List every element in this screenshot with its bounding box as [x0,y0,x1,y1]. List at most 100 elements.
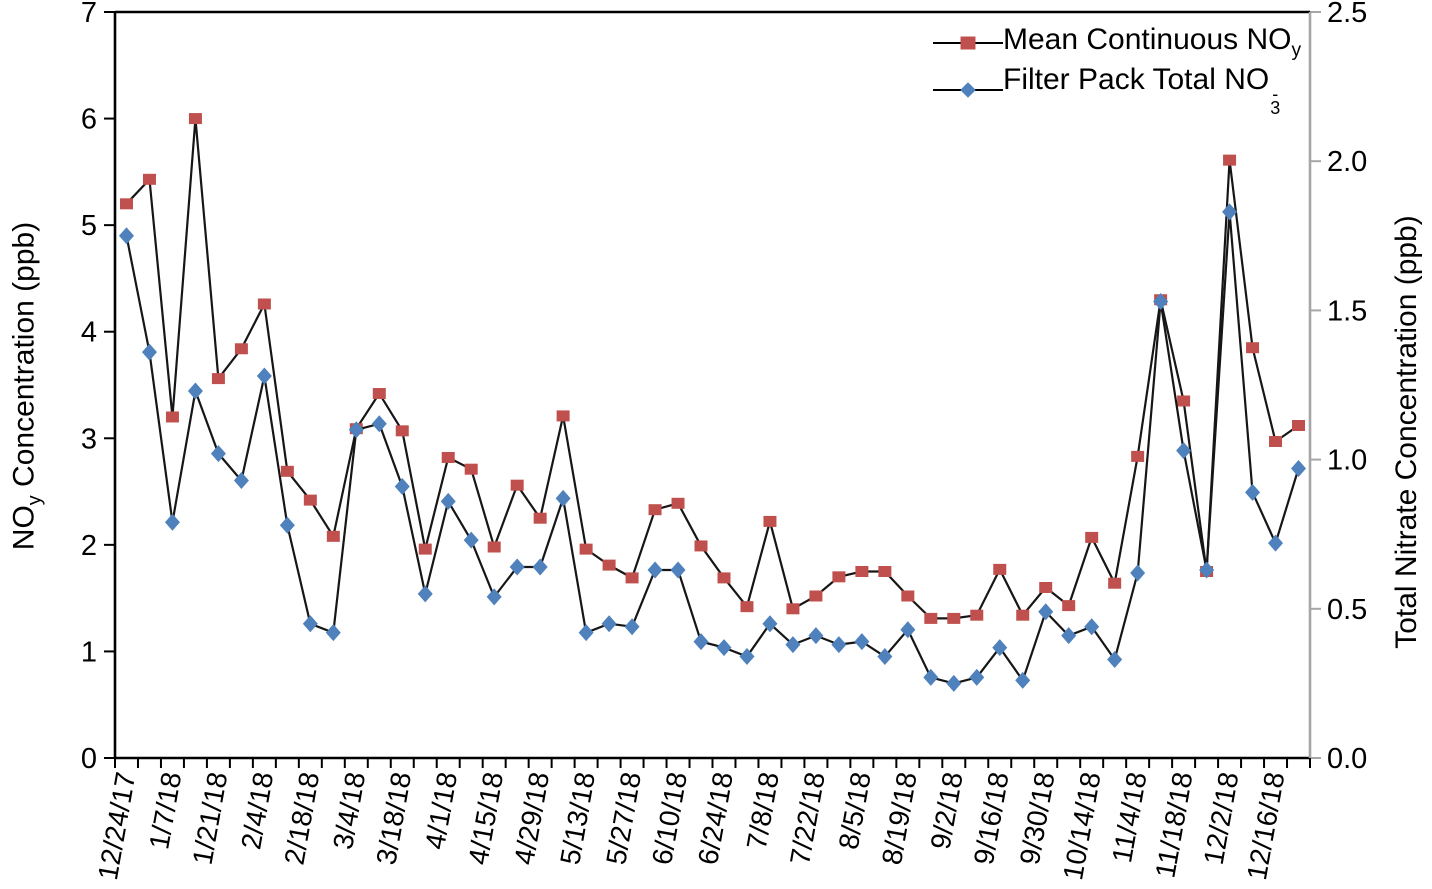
data-point-red-square [280,465,294,477]
data-point-blue-diamond [1084,618,1100,636]
data-point-blue-diamond [716,639,732,657]
data-point-red-square [487,541,501,553]
data-point-red-square [648,504,662,516]
data-point-blue-diamond [348,421,364,439]
data-point-blue-diamond [302,615,318,633]
y-axis-left-tick-label: 1 [81,636,97,668]
data-point-red-square [786,603,800,615]
data-point-blue-diamond [578,624,594,642]
legend-0-sub: y [1291,40,1302,62]
x-axis-tick-label: 3/4/18 [327,770,371,852]
data-point-red-square [763,515,777,527]
legend-item-filter-pack-total-no3: Filter Pack Total NO -3 [933,64,1301,117]
x-axis-tick-label: 9/16/18 [968,770,1015,867]
x-axis-tick-label: 1/21/18 [187,770,234,867]
legend-label-mean-continuous-noy: Mean Continuous NOy [1003,23,1302,62]
x-axis-tick-label: 9/30/18 [1014,770,1061,867]
data-point-red-square [1223,154,1237,166]
data-point-blue-diamond [854,633,870,651]
red-square-marker-icon [960,36,976,50]
data-point-blue-diamond [486,588,502,606]
data-point-blue-diamond [555,489,571,507]
data-point-red-square [1108,577,1122,589]
y-axis-right-tick-label: 1.5 [1327,295,1367,327]
data-point-red-square [878,566,892,577]
data-point-blue-diamond [647,561,663,579]
legend: Mean Continuous NOy Filter Pack Total NO… [933,22,1301,117]
data-point-red-square [1246,342,1260,354]
data-point-red-square [740,601,754,613]
legend-label-filter-pack-total-no3: Filter Pack Total NO -3 [1003,62,1280,117]
x-axis-tick-label: 12/2/18 [1198,770,1245,867]
data-point-blue-diamond [739,648,755,666]
series-line-nitrate [125,210,1300,685]
x-axis-labels: 12/24/17 1/7/18 1/21/18 2/4/18 2/18/18 3/4/18… [92,770,1290,883]
data-point-red-square [1062,600,1076,612]
data-point-blue-diamond [1245,483,1261,501]
data-point-red-square [533,512,547,524]
data-point-red-square [211,373,225,385]
y-axis-left-tick-label: 5 [81,210,97,242]
y-axis-title-right: Total Nitrate Concentration (ppb) [1390,215,1424,649]
data-point-red-square [809,590,823,602]
data-point-blue-diamond [1199,561,1215,579]
data-point-red-square [671,497,685,509]
legend-0-pre: Mean Continuous NO [1003,23,1292,57]
data-point-blue-diamond [1107,651,1123,669]
data-point-blue-diamond [969,668,985,686]
data-point-blue-diamond [1222,203,1238,221]
data-point-blue-diamond [601,615,617,633]
y-axis-title-left-pre: NO [7,505,41,551]
data-point-blue-diamond [946,674,962,692]
x-axis-tick-label: 4/1/18 [419,770,463,852]
data-point-blue-diamond [1038,603,1054,621]
x-axis-tick-label: 6/10/18 [646,770,693,867]
data-point-blue-diamond [785,636,801,654]
data-point-red-square [901,590,915,602]
legend-1-sup: - [1272,84,1279,105]
data-point-red-square [257,298,271,310]
data-point-blue-diamond [1176,442,1192,460]
data-point-red-square [395,425,409,437]
data-point-red-square [464,463,478,475]
data-point-blue-diamond [325,624,341,642]
blue-diamond-marker-icon [960,82,976,98]
data-point-red-square [165,411,179,423]
y-axis-title-left: NOy Concentration (ppb) [8,222,47,550]
legend-swatch-red-square [933,33,1003,53]
x-axis-tick-label: 5/27/18 [600,770,647,867]
legend-1-stack: -3 [1270,84,1280,117]
data-point-blue-diamond [992,639,1008,657]
data-point-blue-diamond [394,477,410,495]
data-point-red-square [510,479,524,491]
data-point-blue-diamond [831,636,847,654]
data-point-red-square [694,540,708,552]
data-point-red-square [1269,435,1283,447]
data-point-red-square [1085,531,1099,543]
data-point-red-square [326,530,340,542]
data-point-red-square [924,612,938,624]
legend-1-pre: Filter Pack Total NO [1003,62,1270,96]
data-point-red-square [1039,581,1053,593]
data-point-red-square [855,566,869,577]
x-axis-tick-label: 12/24/17 [92,770,141,883]
data-point-blue-diamond [624,618,640,636]
data-point-red-square [142,173,156,185]
x-axis-tick-label: 11/4/18 [1106,770,1152,865]
y-axis-title-right-text: Total Nitrate Concentration (ppb) [1390,215,1423,649]
data-point-red-square [602,559,616,571]
data-point-blue-diamond [463,531,479,549]
y-axis-right-tick-label: 0.0 [1327,743,1367,775]
x-axis-tick-label: 2/18/18 [278,770,325,867]
x-axis-tick-label: 7/8/18 [741,770,785,852]
x-axis-tick-label: 10/14/18 [1057,770,1106,883]
x-axis-tick-label: 1/7/18 [143,770,187,852]
data-point-blue-diamond [808,627,824,645]
y-axis-right-tick-label: 2.0 [1327,146,1367,178]
data-point-blue-diamond [900,621,916,639]
legend-item-mean-continuous-noy: Mean Continuous NOy [933,22,1301,64]
data-point-blue-diamond [1061,627,1077,645]
data-point-red-square [188,113,202,125]
y-axis-left-tick-label: 4 [81,317,97,349]
data-point-blue-diamond [118,227,134,245]
